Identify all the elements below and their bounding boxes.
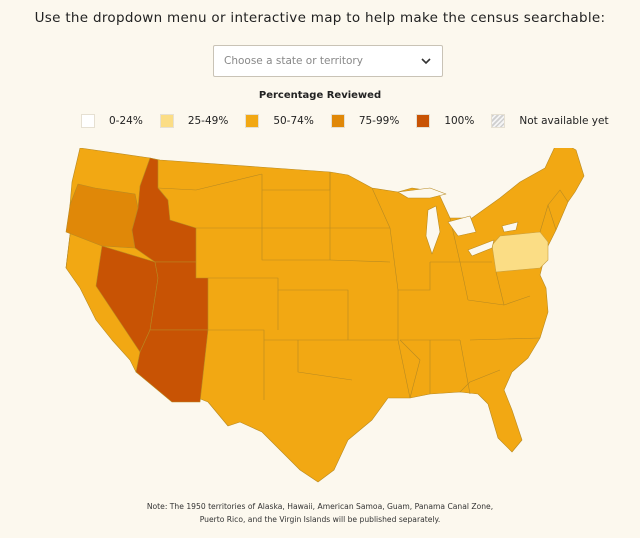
legend-label: 75-99%	[358, 115, 400, 127]
state-arizona[interactable]	[135, 329, 209, 403]
legend-item-not-available: Not available yet	[491, 114, 609, 128]
legend-item-100: 100%	[416, 114, 474, 128]
legend-label: Not available yet	[519, 115, 609, 127]
legend-swatch-0-24	[81, 114, 95, 128]
legend-label: 25-49%	[187, 115, 229, 127]
footnote-line-2: Puerto Rico, and the Virgin Islands will…	[199, 515, 441, 524]
legend-swatch-75-99	[330, 114, 345, 128]
legend: 0-24% 25-49% 50-74% 75-99% 100% Not avai…	[81, 113, 609, 129]
legend-item-25-49: 25-49%	[159, 114, 229, 128]
state-select-placeholder: Choose a state or territory	[224, 55, 363, 67]
legend-swatch-50-74	[245, 114, 260, 128]
great-lakes	[397, 187, 519, 257]
legend-label: 0-24%	[109, 115, 143, 127]
legend-swatch-25-49	[159, 114, 174, 128]
legend-item-0-24: 0-24%	[81, 114, 143, 128]
state-pennsylvania[interactable]	[491, 231, 549, 273]
legend-item-75-99: 75-99%	[330, 114, 400, 128]
chevron-down-icon	[421, 58, 431, 65]
legend-label: 100%	[444, 115, 475, 127]
legend-swatch-not-available	[491, 114, 506, 128]
state-select-dropdown[interactable]: Choose a state or territory	[213, 45, 443, 77]
us-states-map[interactable]	[60, 148, 585, 488]
state-borders	[65, 172, 569, 400]
footnote: Note: The 1950 territories of Alaska, Ha…	[0, 500, 640, 526]
footnote-line-1: Note: The 1950 territories of Alaska, Ha…	[146, 502, 494, 511]
page-title: Use the dropdown menu or interactive map…	[34, 10, 606, 26]
legend-title: Percentage Reviewed	[258, 90, 382, 101]
state-utah[interactable]	[149, 261, 209, 331]
legend-item-50-74: 50-74%	[245, 114, 314, 128]
legend-label: 50-74%	[273, 115, 314, 127]
legend-swatch-100	[416, 114, 431, 128]
